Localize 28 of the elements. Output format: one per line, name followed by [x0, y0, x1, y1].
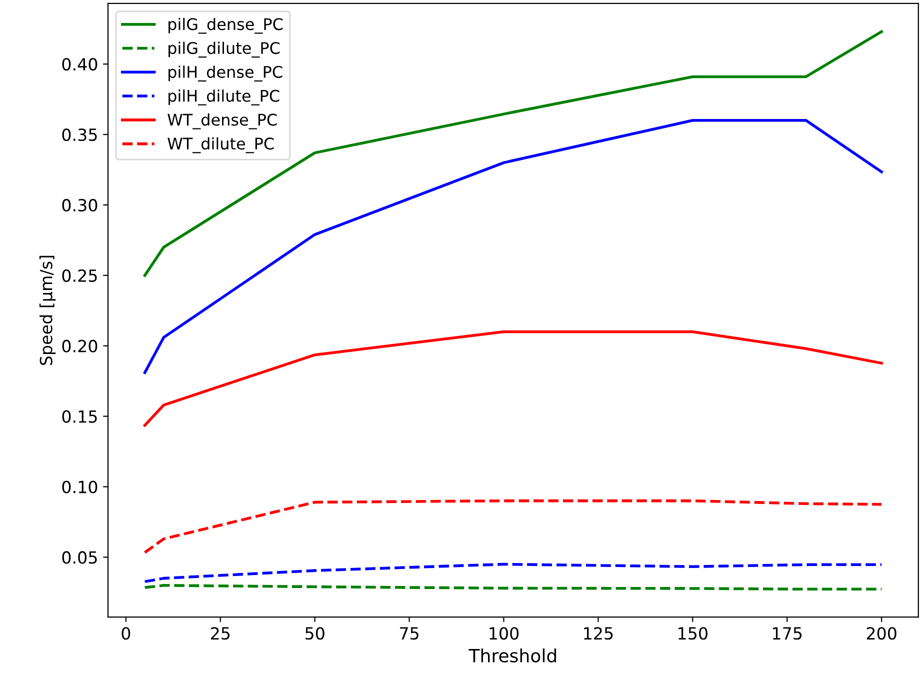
legend-label: WT_dilute_PC — [168, 137, 274, 154]
y-tick-label: 0.30 — [62, 198, 98, 212]
y-tick-label: 0.40 — [62, 58, 98, 71]
x-tick-label: 75 — [400, 627, 418, 640]
x-tick-label: 25 — [211, 627, 230, 640]
legend-label: pilH_dense_PC — [168, 66, 282, 82]
y-axis-title: Speed [µm/s] — [39, 256, 56, 366]
line-series — [143, 562, 883, 583]
x-tick-label: 0 — [122, 627, 130, 640]
line-series — [143, 330, 883, 427]
legend-label: WT_dense_PC — [168, 113, 277, 130]
y-tick-label: 0.15 — [62, 410, 97, 423]
x-tick-label: 175 — [773, 627, 802, 640]
y-tick-label: 0.35 — [62, 128, 97, 142]
x-tick-label: 125 — [584, 627, 613, 640]
y-tick-label: 0.25 — [62, 269, 97, 282]
legend-label: pilG_dilute_PC — [168, 42, 280, 58]
x-axis-title: Threshold — [468, 648, 556, 662]
line-series — [143, 499, 883, 554]
x-tick-label: 200 — [866, 627, 896, 640]
y-tick-label: 0.20 — [62, 340, 98, 352]
y-tick-label: 0.05 — [62, 551, 97, 564]
x-tick-label: 50 — [306, 627, 324, 640]
y-tick-label: 0.10 — [62, 480, 98, 494]
legend-label: pilG_dense_PC — [168, 18, 283, 34]
legend-label: pilH_dilute_PC — [168, 89, 280, 106]
x-tick-label: 150 — [678, 627, 708, 640]
x-tick-label: 100 — [490, 627, 519, 640]
